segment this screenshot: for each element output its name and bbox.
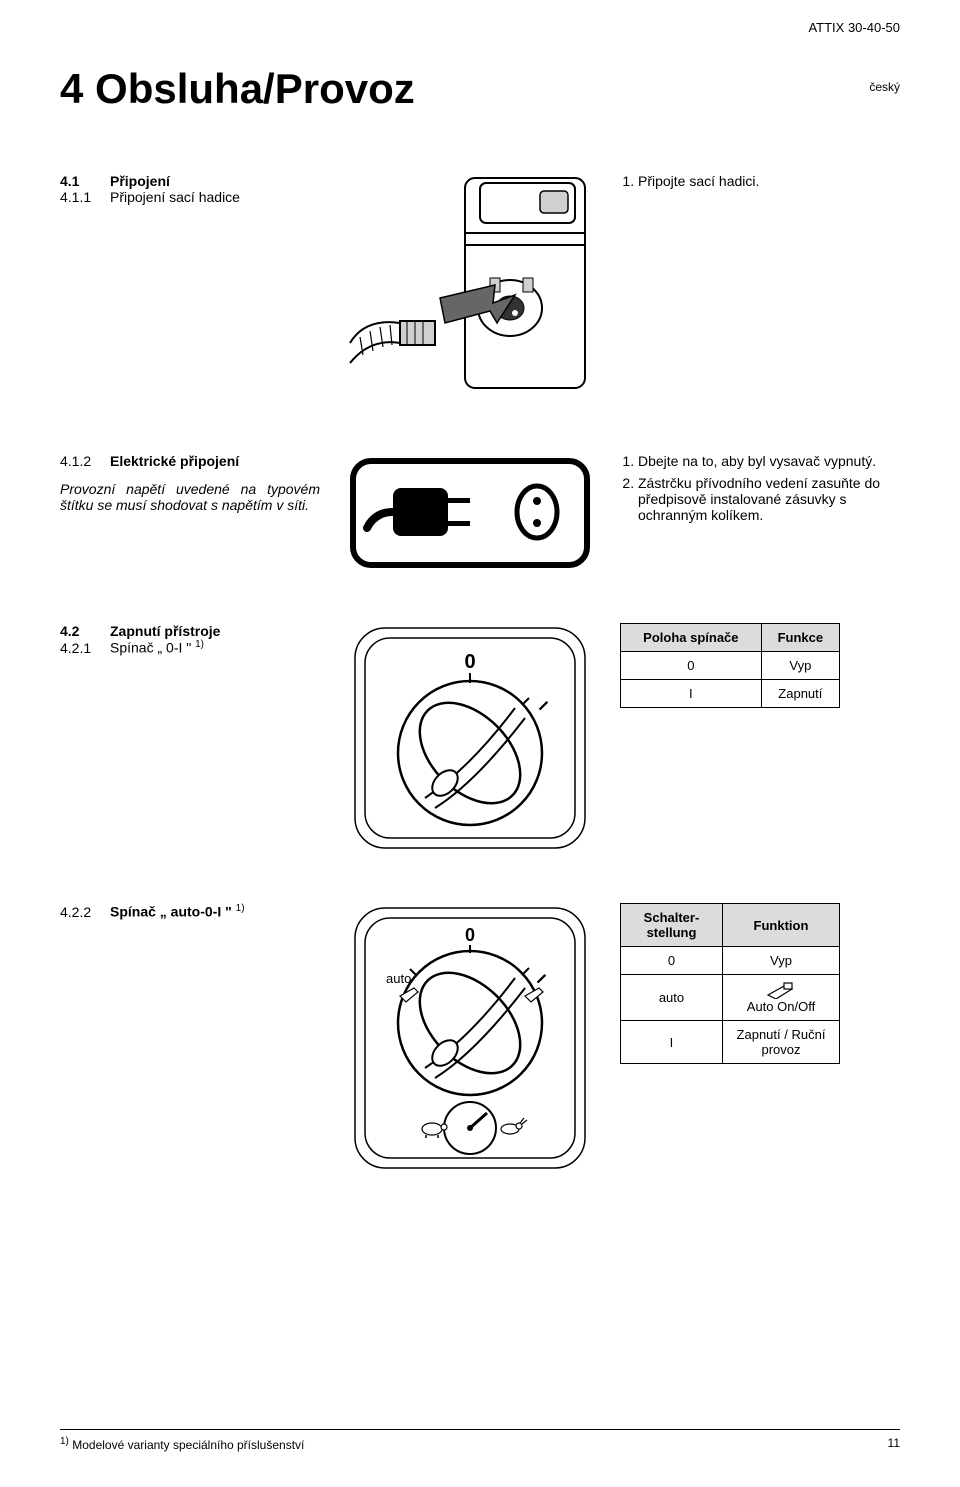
- footnote-bar: 1) Modelové varianty speciálního přísluš…: [60, 1429, 900, 1452]
- sub-num-4-1-1: 4.1.1: [60, 189, 110, 205]
- sec-title-4-1: Připojení: [110, 173, 170, 189]
- left-col-4-1: 4.1Připojení 4.1.1Připojení sací hadice: [60, 173, 320, 403]
- section-4-2-2: 4.2.2Spínač „ auto-0-I " 1) 0 auto I: [60, 903, 900, 1173]
- section-4-2-1: 4.2Zapnutí přístroje 4.2.1Spínač „ 0-I "…: [60, 623, 900, 853]
- sub-title-4-2-2: Spínač „ auto-0-I ": [110, 904, 236, 920]
- figure-plug: [340, 453, 600, 573]
- td-func-auto: Auto On/Off: [722, 975, 839, 1021]
- td-pos-auto: auto: [621, 975, 723, 1021]
- step-text: Zástrčku přívodního vedení zasuňte do př…: [638, 475, 900, 523]
- left-col-4-2: 4.2Zapnutí přístroje 4.2.1Spínač „ 0-I "…: [60, 623, 320, 853]
- footnote-text: 1) Modelové varianty speciálního přísluš…: [60, 1436, 304, 1452]
- svg-text:0: 0: [464, 651, 475, 673]
- chapter-title: 4 Obsluha/Provoz: [60, 65, 900, 113]
- figure-hose-connect: [340, 173, 600, 403]
- th-func: Funkce: [761, 624, 839, 652]
- td-pos: I: [621, 680, 762, 708]
- td-pos: 0: [621, 652, 762, 680]
- table-4-2-1: Poloha spínače Funkce 0 Vyp I Zapnutí: [620, 623, 900, 853]
- step-text: Připojte sací hadici.: [638, 173, 900, 189]
- sub-title-4-1-2: Elektrické připojení: [110, 453, 239, 469]
- steps-4-1-2: Dbejte na to, aby byl vysavač vypnutý. Z…: [620, 453, 900, 573]
- table-4-2-2: Schalter-stellung Funktion 0 Vyp auto Au…: [620, 903, 900, 1173]
- sub-num-4-2-2: 4.2.2: [60, 904, 110, 920]
- function-table-0-i: Poloha spínače Funkce 0 Vyp I Zapnutí: [620, 623, 840, 708]
- page-number: 11: [888, 1436, 900, 1452]
- header-model: ATTIX 30-40-50: [808, 20, 900, 35]
- sub-num-4-2-1: 4.2.1: [60, 640, 110, 656]
- td-func: Vyp: [761, 652, 839, 680]
- sub-title-4-2-1: Spínač „ 0-I ": [110, 640, 195, 656]
- sec-num-4-1: 4.1: [60, 173, 110, 189]
- th-pos: Poloha spínače: [621, 624, 762, 652]
- left-col-4-2-2: 4.2.2Spínač „ auto-0-I " 1): [60, 903, 320, 1173]
- body-4-1-2: Provozní napětí uvedené na typovém štítk…: [60, 481, 320, 513]
- footnote-marker: 1): [60, 1436, 69, 1447]
- auto-func-label: Auto On/Off: [747, 999, 815, 1014]
- sub-num-4-1-2: 4.1.2: [60, 453, 110, 469]
- th-func: Funktion: [722, 904, 839, 947]
- td-pos: 0: [621, 947, 723, 975]
- section-4-1-2: 4.1.2Elektrické připojení Provozní napět…: [60, 453, 900, 573]
- footnote-ref: 1): [236, 903, 245, 914]
- language-label: český: [869, 80, 900, 94]
- svg-text:0: 0: [465, 925, 475, 945]
- sec-title-4-2: Zapnutí přístroje: [110, 623, 220, 639]
- footnote-body: Modelové varianty speciálního příslušens…: [72, 1438, 304, 1452]
- sub-title-4-1-1: Připojení sací hadice: [110, 189, 240, 205]
- chapter-number: 4: [60, 65, 83, 112]
- figure-switch-0-i: 0 I: [340, 623, 600, 853]
- td-pos: I: [621, 1021, 723, 1064]
- footnote-ref: 1): [195, 639, 204, 650]
- left-col-4-1-2: 4.1.2Elektrické připojení Provozní napět…: [60, 453, 320, 573]
- chapter-text: Obsluha/Provoz: [95, 65, 415, 112]
- section-4-1-1: 4.1Připojení 4.1.1Připojení sací hadice: [60, 173, 900, 403]
- svg-text:auto: auto: [386, 971, 411, 986]
- sec-num-4-2: 4.2: [60, 623, 110, 639]
- th-pos: Schalter-stellung: [621, 904, 723, 947]
- figure-switch-auto-0-i: 0 auto I: [340, 903, 600, 1173]
- step-text: Dbejte na to, aby byl vysavač vypnutý.: [638, 453, 900, 469]
- td-func: Zapnutí: [761, 680, 839, 708]
- steps-4-1-1: Připojte sací hadici.: [620, 173, 900, 403]
- function-table-auto-0-i: Schalter-stellung Funktion 0 Vyp auto Au…: [620, 903, 840, 1064]
- td-func: Zapnutí / Ruční provoz: [722, 1021, 839, 1064]
- td-func: Vyp: [722, 947, 839, 975]
